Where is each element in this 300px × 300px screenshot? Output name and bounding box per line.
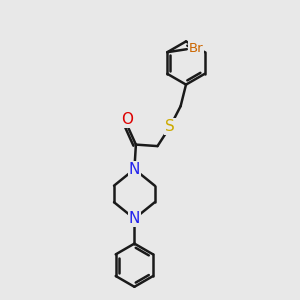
Text: S: S xyxy=(165,119,175,134)
Text: O: O xyxy=(121,112,133,127)
Text: Br: Br xyxy=(189,42,204,55)
Text: N: N xyxy=(129,211,140,226)
Text: N: N xyxy=(129,162,140,177)
